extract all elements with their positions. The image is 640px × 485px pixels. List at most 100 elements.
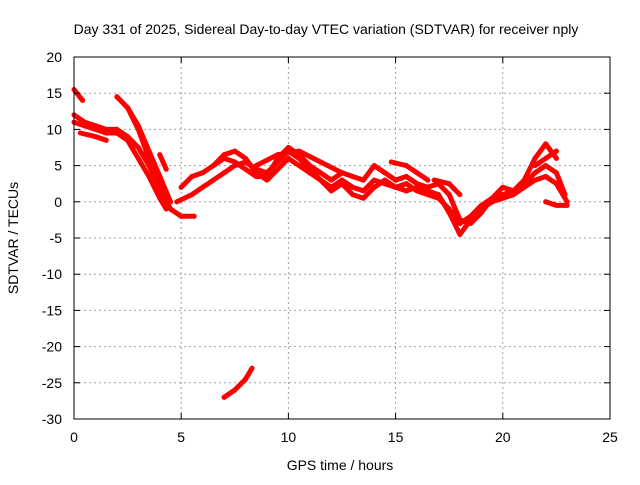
data-point [553, 170, 559, 176]
data-point [446, 192, 452, 198]
data-point [174, 199, 180, 205]
data-point [243, 166, 248, 172]
data-point [114, 94, 120, 100]
data-point [403, 174, 409, 179]
data-point [403, 163, 409, 169]
data-point [553, 148, 559, 154]
data-point [210, 163, 216, 169]
data-point [92, 134, 98, 140]
data-point [403, 181, 409, 187]
data-point [103, 126, 109, 132]
series-line-track-a [71, 119, 169, 212]
data-point [446, 181, 452, 187]
data-point [350, 174, 356, 179]
data-point [414, 170, 420, 176]
data-point [543, 199, 549, 205]
data-point [446, 210, 452, 216]
data-point [200, 170, 206, 176]
data-point [500, 195, 506, 201]
data-point [243, 376, 248, 382]
data-point [436, 192, 441, 198]
data-point [388, 159, 394, 165]
data-point [178, 213, 184, 219]
data-point [210, 177, 216, 183]
data-point [318, 159, 324, 165]
data-point [77, 130, 83, 136]
data-point [371, 177, 377, 183]
data-point [243, 155, 248, 161]
x-tick-label: 5 [177, 429, 185, 445]
data-point [146, 174, 152, 179]
data-point [543, 163, 549, 169]
data-point [425, 188, 431, 194]
data-point [125, 134, 131, 140]
data-point [328, 188, 334, 194]
data-point [168, 206, 173, 212]
data-point [532, 177, 538, 183]
data-point [125, 105, 131, 111]
chart-title: Day 331 of 2025, Sidereal Day-to-day VTE… [74, 21, 579, 37]
data-point [318, 170, 324, 176]
y-tick-label: 0 [54, 194, 62, 210]
x-axis-title: GPS time / hours [287, 457, 394, 473]
y-tick-label: -10 [42, 266, 62, 282]
y-tick-label: 20 [46, 49, 62, 65]
grid [74, 57, 610, 419]
y-tick-label: 5 [54, 158, 62, 174]
data-point [360, 188, 366, 194]
data-point [371, 184, 377, 190]
data-point [318, 177, 324, 183]
data-point [296, 148, 302, 154]
data-series [71, 87, 570, 400]
data-point [307, 170, 313, 176]
data-point [500, 184, 506, 190]
data-point [532, 170, 538, 176]
data-point [189, 174, 195, 179]
data-point [532, 163, 538, 169]
y-tick-label: -15 [42, 302, 62, 318]
data-point [82, 119, 88, 125]
data-point [178, 184, 184, 190]
data-point [360, 195, 366, 201]
data-point [157, 195, 163, 201]
series-line-track-l [388, 159, 431, 183]
data-point [275, 166, 281, 172]
data-point [135, 145, 141, 150]
data-point [543, 174, 549, 179]
data-point [307, 163, 313, 169]
data-point [264, 174, 270, 179]
data-point [191, 213, 197, 219]
data-point [232, 387, 238, 393]
data-point [232, 148, 238, 154]
data-point [553, 202, 559, 208]
y-tick-label: 15 [46, 85, 62, 101]
data-point [511, 192, 516, 198]
data-point [360, 177, 366, 183]
y-tick-label: -25 [42, 375, 62, 391]
y-tick-label: -5 [50, 230, 63, 246]
data-point [146, 148, 152, 154]
data-point [189, 192, 195, 198]
data-point [157, 174, 163, 179]
data-point [232, 159, 238, 165]
x-tick-label: 10 [281, 429, 297, 445]
data-point [103, 137, 109, 143]
data-point [553, 181, 559, 187]
data-point [382, 177, 388, 183]
data-point [168, 199, 173, 205]
data-point [478, 210, 484, 216]
data-point [553, 155, 559, 161]
data-point [425, 177, 431, 183]
data-point [221, 155, 227, 161]
x-tick-label: 20 [495, 429, 511, 445]
data-point [425, 184, 431, 190]
data-point [339, 170, 345, 176]
x-tick-label: 0 [70, 429, 78, 445]
data-point [350, 192, 356, 198]
x-tick-label: 15 [388, 429, 404, 445]
y-axis-title: SDTVAR / TECUs [5, 182, 21, 294]
data-point [253, 174, 259, 179]
data-point [339, 177, 345, 183]
